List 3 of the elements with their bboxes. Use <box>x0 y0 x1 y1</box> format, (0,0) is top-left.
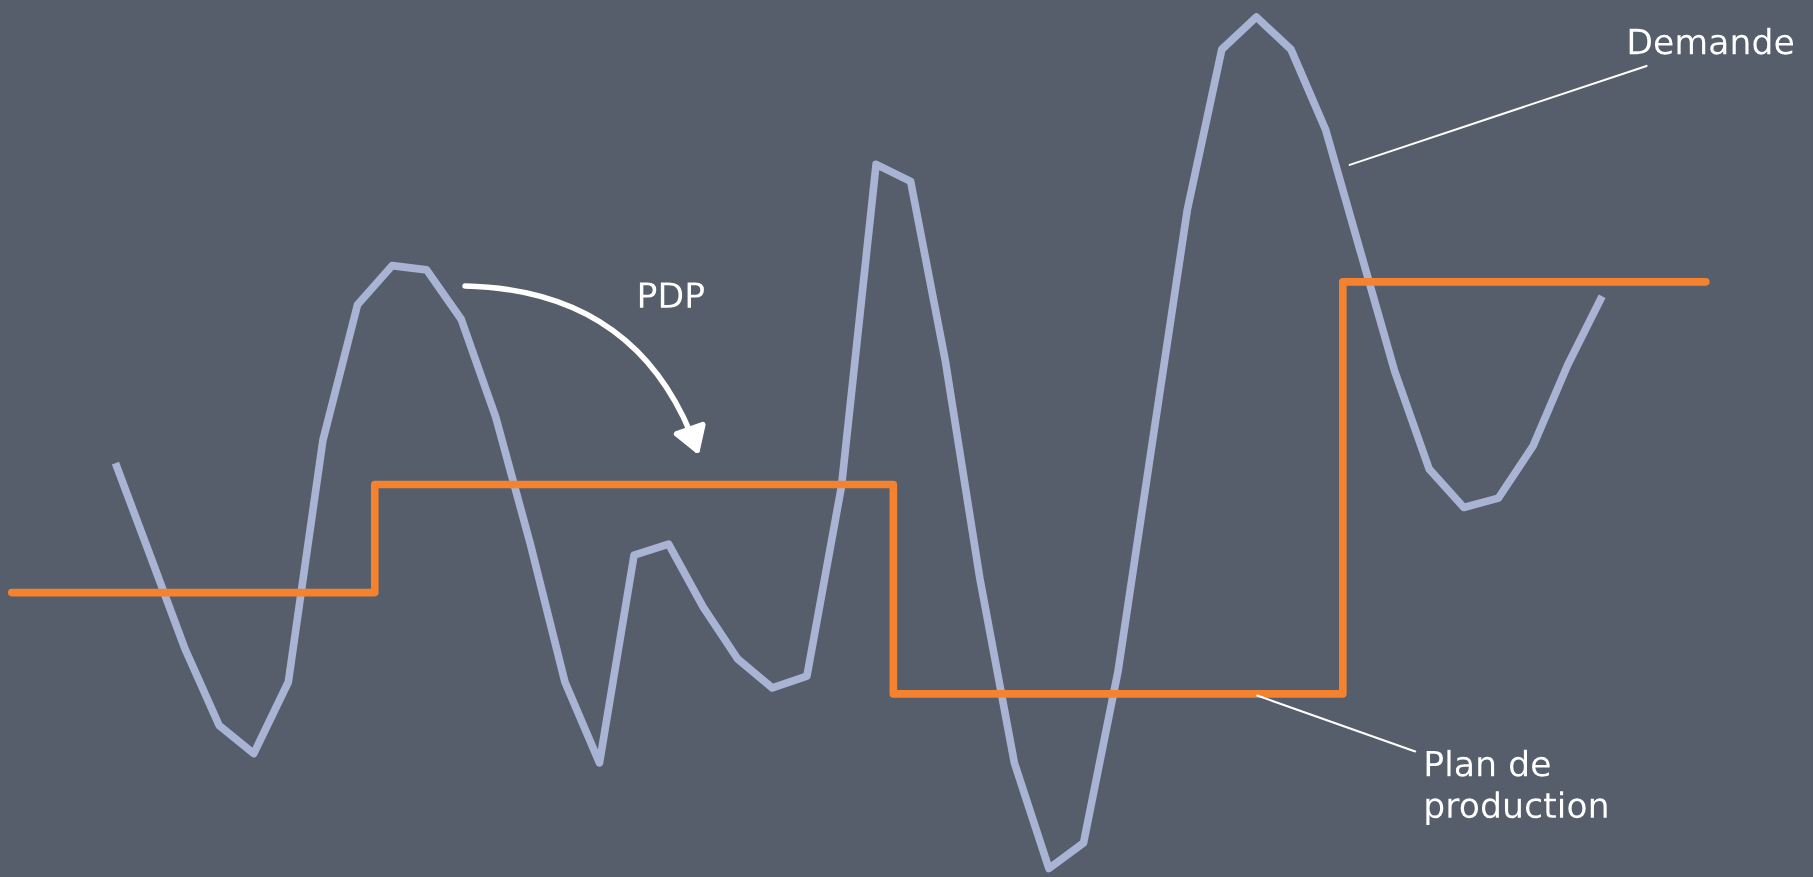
annotation: Plan de production <box>1426 749 1607 825</box>
annotation: PDP <box>639 282 704 308</box>
annotation: Demande <box>1629 27 1794 55</box>
